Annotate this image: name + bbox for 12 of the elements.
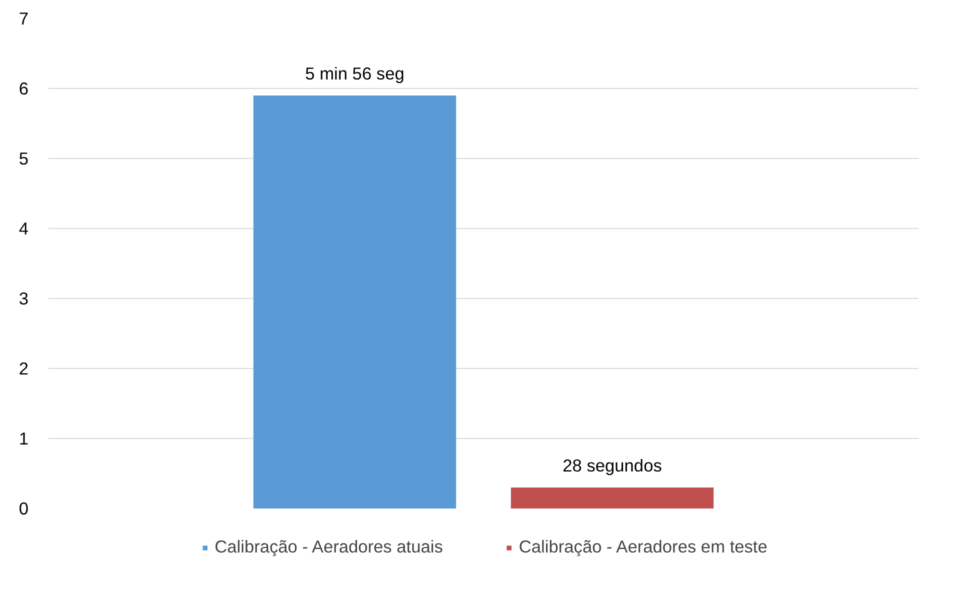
annotation: 28 segundos [562, 456, 662, 476]
y-tick-label: 2 [18, 358, 29, 378]
y-tick-label: 5 [18, 148, 29, 168]
y-tick-label: 3 [18, 288, 29, 308]
legend-label: Calibração - Aeradores atuais [214, 536, 443, 558]
y-tick-label: 1 [18, 428, 29, 448]
y-tick-label: 6 [18, 78, 29, 98]
legend-label: Calibração - Aeradores em teste [518, 536, 768, 558]
annotation: 5 min 56 seg [305, 64, 404, 84]
y-tick-label: 0 [18, 498, 29, 518]
y-tick-label: 7 [18, 8, 29, 28]
y-tick-label: 4 [18, 218, 29, 238]
